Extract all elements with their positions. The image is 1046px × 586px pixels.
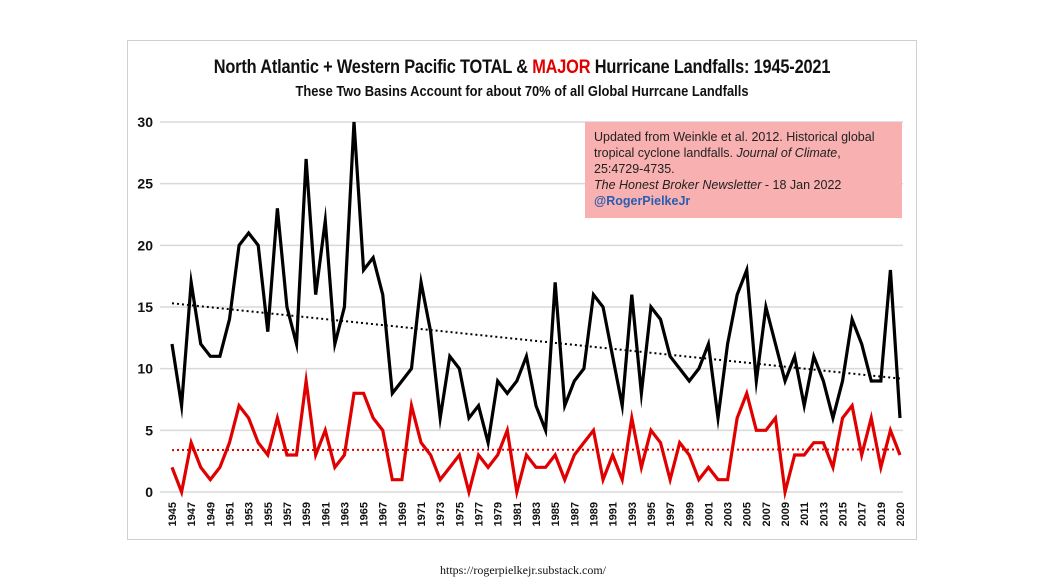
x-tick-label: 1983 — [531, 502, 543, 526]
x-tick-label: 1965 — [359, 502, 371, 526]
note-newsletter: The Honest Broker Newsletter — [594, 178, 762, 192]
x-tick-label: 2001 — [703, 502, 715, 526]
x-tick-label: 1985 — [550, 502, 562, 526]
x-tick-label: 1971 — [416, 502, 428, 526]
x-tick-label: 1951 — [224, 502, 236, 526]
y-tick-label: 5 — [145, 422, 153, 438]
x-tick-label: 1973 — [435, 502, 447, 526]
x-tick-label: 1991 — [608, 502, 620, 526]
x-tick-label: 2020 — [895, 502, 907, 526]
x-tick-label: 2019 — [876, 502, 888, 526]
note-date: - 18 Jan 2022 — [761, 178, 842, 192]
x-tick-label: 2003 — [723, 502, 735, 526]
x-tick-label: 2015 — [838, 502, 850, 526]
x-tick-label: 1955 — [263, 502, 275, 526]
title-part: North Atlantic + Western Pacific TOTAL & — [213, 57, 533, 78]
note-handle: @RogerPielkeJr — [594, 194, 691, 208]
x-tick-label: 2017 — [857, 502, 869, 526]
source-annotation: Updated from Weinkle et al. 2012. Histor… — [585, 122, 902, 218]
y-tick-label: 10 — [137, 361, 153, 377]
x-tick-label: 1989 — [588, 502, 600, 526]
trend-line-1 — [171, 448, 901, 452]
chart-subtitle: These Two Basins Account for about 70% o… — [295, 83, 749, 100]
x-tick-label: 2011 — [799, 502, 811, 526]
note-text: Updated from Weinkle et al. 2012. Histor… — [594, 130, 875, 160]
x-tick-label: 1979 — [493, 502, 505, 526]
note-text: , 25:4729-4735. — [594, 146, 841, 176]
x-tick-label: 1997 — [665, 502, 677, 526]
x-tick-label: 1949 — [205, 502, 217, 526]
x-tick-label: 1969 — [397, 502, 409, 526]
footer-url: https://rogerpielkejr.substack.com/ — [440, 563, 606, 577]
x-tick-label: 1993 — [627, 502, 639, 526]
x-tick-label: 1977 — [474, 502, 486, 526]
x-tick-label: 1953 — [244, 502, 256, 526]
chart-frame — [127, 40, 917, 540]
x-tick-label: 1987 — [569, 502, 581, 526]
y-tick-label: 15 — [137, 299, 153, 315]
x-tick-label: 1975 — [454, 502, 466, 526]
x-tick-label: 1945 — [167, 502, 179, 526]
x-tick-label: 2009 — [780, 502, 792, 526]
x-tick-label: 1957 — [282, 502, 294, 526]
x-tick-label: 1961 — [320, 502, 332, 526]
x-tick-label: 1963 — [339, 502, 351, 526]
chart-title: North Atlantic + Western Pacific TOTAL &… — [182, 57, 861, 79]
x-tick-label: 2005 — [742, 502, 754, 526]
x-tick-label: 2013 — [818, 502, 830, 526]
trend-line-0 — [171, 302, 901, 380]
x-tick-label: 1999 — [684, 502, 696, 526]
x-tick-label: 1981 — [512, 502, 524, 526]
y-tick-label: 20 — [137, 237, 153, 253]
note-journal: Journal of Climate — [736, 146, 838, 160]
y-tick-label: 30 — [137, 114, 153, 130]
title-part: Hurricane Landfalls: 1945-2021 — [590, 57, 831, 78]
x-tick-label: 1967 — [378, 502, 390, 526]
x-tick-label: 1947 — [186, 502, 198, 526]
y-tick-label: 25 — [137, 176, 153, 192]
x-tick-label: 1995 — [646, 502, 658, 526]
x-tick-label: 1959 — [301, 502, 313, 526]
title-major: MAJOR — [532, 57, 591, 78]
x-tick-label: 2007 — [761, 502, 773, 526]
y-tick-label: 0 — [145, 484, 153, 500]
